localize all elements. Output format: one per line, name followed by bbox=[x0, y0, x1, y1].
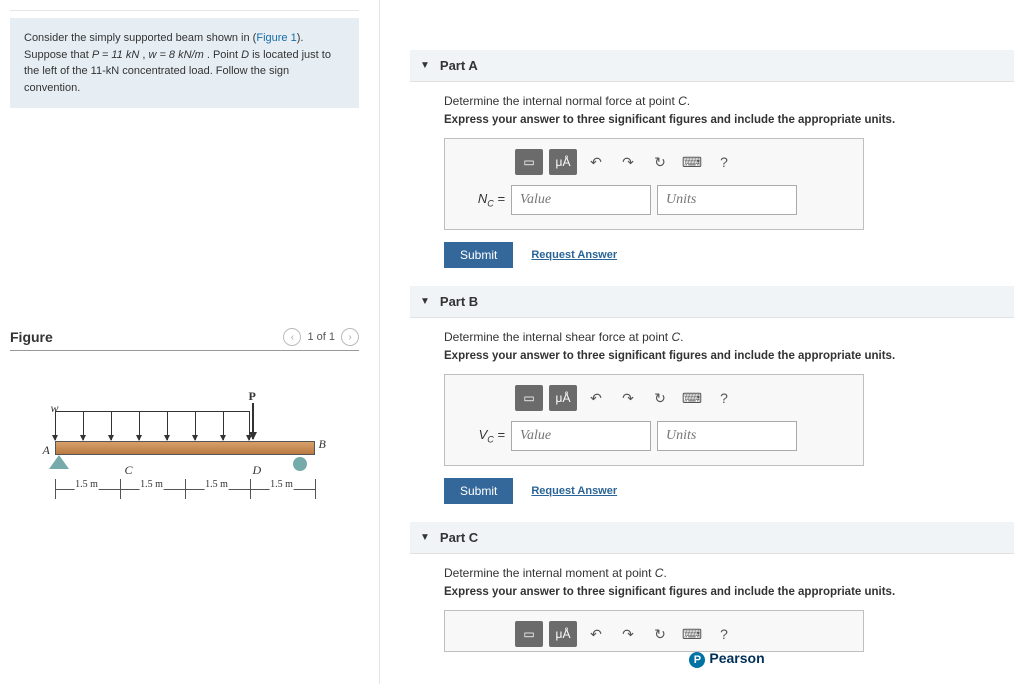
part-c-prompt: Determine the internal moment at point C… bbox=[444, 566, 1010, 580]
part-c-hint: Express your answer to three significant… bbox=[444, 586, 1010, 598]
part-b-var-label: VC = bbox=[457, 427, 505, 445]
part-a-hint: Express your answer to three significant… bbox=[444, 114, 1010, 126]
reset-icon[interactable]: ↻ bbox=[647, 385, 673, 411]
help-icon[interactable]: ? bbox=[711, 385, 737, 411]
part-b-answer-box: ▭ μÅ ↶ ↷ ↻ ⌨ ? VC = bbox=[444, 374, 864, 466]
figure-diagram: w P A B C D bbox=[35, 381, 335, 531]
part-c-header[interactable]: ▼ Part C bbox=[410, 522, 1014, 554]
part-b-request-answer-link[interactable]: Request Answer bbox=[531, 485, 617, 497]
part-b: ▼ Part B Determine the internal shear fo… bbox=[410, 286, 1014, 508]
caret-icon: ▼ bbox=[420, 296, 430, 307]
caret-icon: ▼ bbox=[420, 60, 430, 71]
part-a-value-input[interactable] bbox=[511, 185, 651, 215]
pearson-logo-icon: P bbox=[689, 652, 705, 668]
redo-icon[interactable]: ↷ bbox=[615, 385, 641, 411]
templates-icon[interactable]: ▭ bbox=[515, 621, 543, 647]
undo-icon[interactable]: ↶ bbox=[583, 385, 609, 411]
redo-icon[interactable]: ↷ bbox=[615, 621, 641, 647]
keyboard-icon[interactable]: ⌨ bbox=[679, 385, 705, 411]
part-b-value-input[interactable] bbox=[511, 421, 651, 451]
symbols-icon[interactable]: μÅ bbox=[549, 385, 577, 411]
part-a-answer-box: ▭ μÅ ↶ ↷ ↻ ⌨ ? NC = bbox=[444, 138, 864, 230]
templates-icon[interactable]: ▭ bbox=[515, 149, 543, 175]
part-a-submit-button[interactable]: Submit bbox=[444, 242, 513, 268]
part-b-units-input[interactable] bbox=[657, 421, 797, 451]
part-b-prompt: Determine the internal shear force at po… bbox=[444, 330, 1010, 344]
part-a-prompt: Determine the internal normal force at p… bbox=[444, 94, 1010, 108]
reset-icon[interactable]: ↻ bbox=[647, 621, 673, 647]
part-a-units-input[interactable] bbox=[657, 185, 797, 215]
help-icon[interactable]: ? bbox=[711, 621, 737, 647]
templates-icon[interactable]: ▭ bbox=[515, 385, 543, 411]
part-a-header[interactable]: ▼ Part A bbox=[410, 50, 1014, 82]
keyboard-icon[interactable]: ⌨ bbox=[679, 149, 705, 175]
figure-title: Figure bbox=[10, 329, 53, 345]
pager-next[interactable]: › bbox=[341, 328, 359, 346]
part-b-hint: Express your answer to three significant… bbox=[444, 350, 1010, 362]
part-a: ▼ Part A Determine the internal normal f… bbox=[410, 50, 1014, 272]
figure-link[interactable]: Figure 1 bbox=[256, 32, 296, 44]
part-b-header[interactable]: ▼ Part B bbox=[410, 286, 1014, 318]
help-icon[interactable]: ? bbox=[711, 149, 737, 175]
part-c-answer-box: ▭ μÅ ↶ ↷ ↻ ⌨ ? bbox=[444, 610, 864, 652]
reset-icon[interactable]: ↻ bbox=[647, 149, 673, 175]
redo-icon[interactable]: ↷ bbox=[615, 149, 641, 175]
figure-pager: ‹ 1 of 1 › bbox=[283, 328, 359, 346]
pager-prev[interactable]: ‹ bbox=[283, 328, 301, 346]
part-a-request-answer-link[interactable]: Request Answer bbox=[531, 249, 617, 261]
problem-statement: Consider the simply supported beam shown… bbox=[10, 18, 359, 108]
caret-icon: ▼ bbox=[420, 532, 430, 543]
undo-icon[interactable]: ↶ bbox=[583, 621, 609, 647]
undo-icon[interactable]: ↶ bbox=[583, 149, 609, 175]
symbols-icon[interactable]: μÅ bbox=[549, 149, 577, 175]
part-c: ▼ Part C Determine the internal moment a… bbox=[410, 522, 1014, 672]
part-b-submit-button[interactable]: Submit bbox=[444, 478, 513, 504]
pearson-footer: PPearson bbox=[444, 650, 1010, 668]
part-a-var-label: NC = bbox=[457, 191, 505, 209]
symbols-icon[interactable]: μÅ bbox=[549, 621, 577, 647]
keyboard-icon[interactable]: ⌨ bbox=[679, 621, 705, 647]
